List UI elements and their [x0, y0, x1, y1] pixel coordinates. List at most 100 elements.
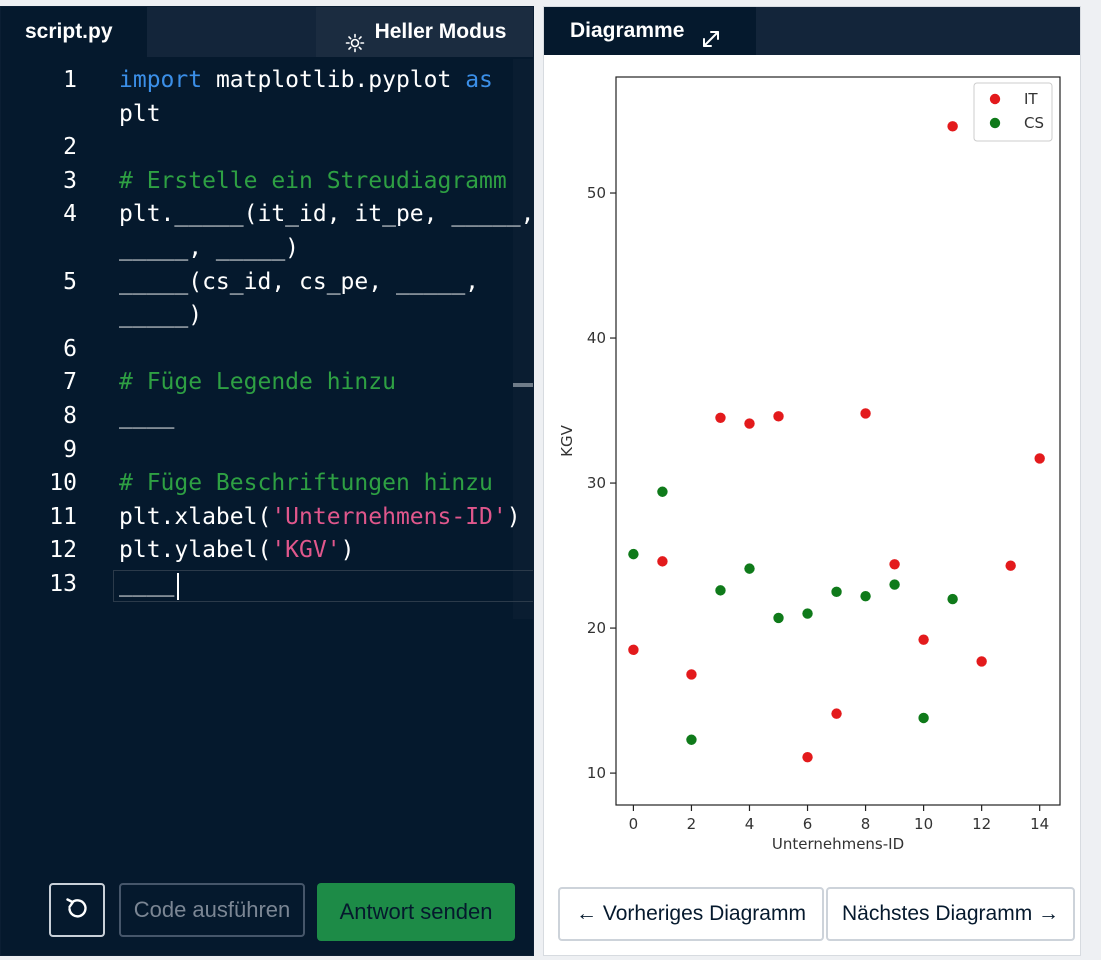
previous-plot-button[interactable]: ← Vorheriges Diagramm [558, 887, 824, 941]
x-tick-label: 8 [861, 815, 871, 833]
code-text[interactable]: # Erstelle ein Streudiagramm [119, 167, 507, 194]
legend-marker-it [989, 93, 1001, 105]
line-number: 8 [63, 403, 77, 429]
data-point-cs [773, 612, 784, 624]
code-text[interactable]: plt [119, 100, 161, 127]
plots-panel: Diagramme 0 2 4 6 8 10 12 14 10 20 30 40 50 Unternehm… [543, 6, 1081, 956]
y-tick-label: 30 [587, 474, 606, 492]
y-tick-label: 20 [587, 619, 606, 637]
code-text[interactable]: # Füge Beschriftungen hinzu [119, 470, 493, 497]
x-tick-label: 2 [687, 815, 697, 833]
data-point-cs [686, 734, 697, 745]
line-number: 7 [63, 369, 77, 396]
line-number: 9 [63, 436, 77, 463]
light-mode-label: Heller Modus [374, 20, 507, 43]
run-code-button[interactable]: Code ausführen [119, 883, 305, 937]
light-mode-button[interactable]: Heller Modus [316, 7, 533, 57]
data-point-it [715, 412, 726, 423]
code-text[interactable]: plt._____(it_id, it_pe, _____, [119, 201, 534, 228]
x-tick-label: 10 [914, 815, 933, 833]
legend-box [973, 82, 1053, 142]
editor-scrollbar[interactable] [513, 59, 533, 619]
tab-script-file-label: script.py [25, 20, 113, 43]
y-axis-label: KGV [558, 424, 576, 456]
line-number: 12 [49, 537, 77, 564]
data-point-cs [860, 590, 871, 602]
code-editor-panel: script.py Heller Modus 1 import matplotli… [0, 6, 534, 956]
y-tick-label: 40 [587, 329, 606, 347]
data-point-cs [744, 563, 755, 574]
x-tick-label: 4 [745, 815, 755, 833]
data-point-it [1005, 560, 1016, 571]
previous-plot-label: ← Vorheriges Diagramm [576, 902, 806, 925]
code-text[interactable]: plt.ylabel('KGV') [119, 537, 355, 564]
data-point-cs [715, 585, 726, 596]
code-text[interactable]: _____, _____) [119, 235, 300, 261]
run-code-label: Code ausführen [133, 897, 291, 922]
data-point-it [889, 559, 900, 570]
data-point-cs [947, 593, 958, 605]
x-tick-label: 12 [972, 815, 991, 833]
submit-answer-button[interactable]: Antwort senden [317, 883, 515, 941]
text-cursor [177, 573, 179, 600]
code-text[interactable]: _____) [119, 302, 203, 329]
data-point-cs [918, 712, 929, 724]
code-text[interactable]: ____ [119, 403, 175, 429]
reset-icon [64, 895, 90, 926]
next-plot-button[interactable]: Nächstes Diagramm → [826, 887, 1075, 941]
next-plot-label: Nächstes Diagramm → [841, 902, 1060, 925]
data-point-it [686, 669, 697, 680]
data-point-it [976, 656, 987, 667]
data-point-it [1034, 453, 1045, 464]
code-text[interactable]: # Füge Legende hinzu [119, 369, 396, 396]
line-number: 13 [49, 571, 77, 597]
code-text[interactable]: plt.xlabel('Unternehmens-ID') [119, 503, 521, 530]
data-point-cs [657, 486, 668, 497]
y-tick-label: 50 [587, 184, 606, 202]
data-point-it [918, 634, 929, 645]
data-point-cs [889, 579, 900, 590]
line-number: 3 [63, 167, 77, 194]
x-tick-label: 14 [1030, 815, 1049, 833]
data-point-it [831, 708, 842, 719]
line-number: 6 [63, 335, 77, 362]
editor-scrollbar-thumb[interactable] [513, 383, 533, 387]
data-point-it [744, 418, 755, 429]
plot-area [615, 76, 1061, 806]
line-number: 11 [49, 503, 77, 530]
scatter-plot: 0 2 4 6 8 10 12 14 10 20 30 40 50 Unternehmens-ID KGV I… [558, 76, 1061, 853]
sun-icon [345, 22, 365, 53]
active-line-highlight [113, 570, 533, 602]
data-point-it [947, 121, 958, 132]
data-point-it [802, 751, 813, 763]
data-point-cs [831, 586, 842, 598]
plots-tab-bar: Diagramme [544, 7, 1080, 55]
data-point-it [628, 644, 639, 656]
reset-code-button[interactable] [49, 883, 105, 937]
code-text[interactable]: import matplotlib.pyplot as [119, 67, 493, 93]
data-point-it [773, 411, 784, 422]
line-number: 5 [63, 268, 77, 295]
x-tick-label: 6 [803, 815, 813, 833]
code-text[interactable]: _____(cs_id, cs_pe, _____, [119, 268, 480, 295]
data-point-it [860, 408, 871, 419]
data-point-cs [802, 608, 813, 619]
x-axis-label: Unternehmens-ID [772, 835, 904, 853]
legend-marker-cs [989, 117, 1001, 129]
submit-answer-label: Antwort senden [339, 899, 493, 924]
line-number: 4 [63, 201, 77, 228]
tab-script-file[interactable]: script.py [1, 7, 147, 57]
tab-plots-label: Diagramme [570, 19, 685, 42]
y-tick-label: 10 [587, 764, 606, 782]
tab-plots[interactable]: Diagramme [544, 7, 756, 55]
data-point-cs [628, 548, 639, 560]
line-number: 1 [63, 67, 77, 93]
line-number: 2 [63, 134, 77, 161]
data-point-it [657, 556, 668, 567]
legend-label-it: IT [1024, 90, 1038, 108]
code-text[interactable]: ____ [119, 571, 175, 597]
x-tick-label: 0 [629, 815, 639, 833]
editor-tab-bar: script.py Heller Modus [1, 7, 533, 57]
expand-icon[interactable] [700, 20, 722, 47]
legend-label-cs: CS [1024, 114, 1044, 132]
